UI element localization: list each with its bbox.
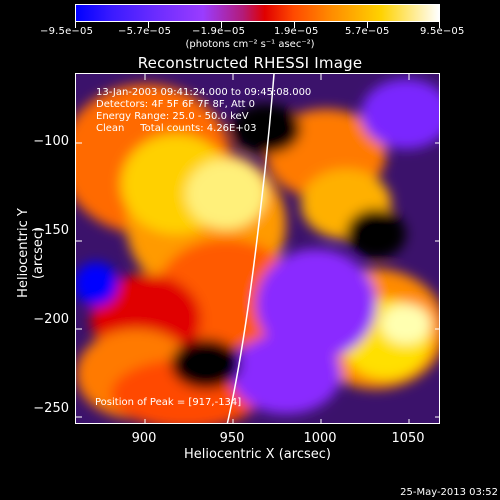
- colorbar-tick-label: −1.9e−05: [192, 26, 246, 37]
- colorbar-ticks: [75, 22, 440, 28]
- colorbar-tick-label: 5.7e−05: [345, 26, 390, 37]
- rhessi-image-plot: [75, 73, 440, 424]
- peak-position-text: Position of Peak = [917,-134]: [95, 397, 242, 408]
- y-tick-label: −250: [33, 401, 69, 416]
- annotation-line-clean: Clean Total counts: 4.26E+03: [96, 123, 257, 134]
- plot-title: Reconstructed RHESSI Image: [137, 54, 363, 72]
- render-timestamp: 25-May-2013 03:52: [400, 487, 498, 498]
- x-tick-label: 1000: [303, 431, 337, 446]
- y-tick-label: −200: [33, 312, 69, 327]
- observation-annotation: 13-Jan-2003 09:41:24.000 to 09:45:08.000…: [96, 87, 426, 135]
- x-axis-label: Heliocentric X (arcsec): [184, 447, 331, 462]
- colorbar-tick: [75, 22, 76, 28]
- rhessi-image: [76, 74, 439, 423]
- colorbar-tick: [294, 22, 295, 28]
- x-tick-label: 950: [219, 431, 245, 446]
- colorbar-tick: [439, 22, 440, 28]
- annotation-line-time: 13-Jan-2003 09:41:24.000 to 09:45:08.000: [96, 87, 312, 98]
- y-tick-label: −150: [33, 223, 69, 238]
- annotation-line-energy: Energy Range: 25.0 - 50.0 keV: [96, 111, 249, 122]
- colorbar-tick: [221, 22, 222, 28]
- colorbar-tick: [367, 22, 368, 28]
- image-blobs: [76, 79, 439, 423]
- solar-limb-line: [226, 74, 275, 423]
- y-axis-label: Heliocentric Y (arcsec): [16, 208, 46, 298]
- colorbar-tick: [148, 22, 149, 28]
- x-tick-label: 1050: [391, 431, 425, 446]
- colorbar-tick-label: −9.5e−05: [40, 26, 94, 37]
- frame-ticks: [76, 74, 439, 423]
- colorbar-gradient: [76, 5, 439, 21]
- y-tick-label: −100: [33, 134, 69, 149]
- x-tick-label: 900: [131, 431, 157, 446]
- colorbar-units: (photons cm⁻² s⁻¹ asec⁻²): [185, 39, 315, 50]
- colorbar: [75, 4, 440, 22]
- annotation-line-detectors: Detectors: 4F 5F 6F 7F 8F, Att 0: [96, 99, 256, 110]
- colorbar-tick-label: 1.9e−05: [274, 26, 319, 37]
- colorbar-tick-label: 9.5e−05: [420, 26, 465, 37]
- colorbar-tick-label: −5.7e−05: [118, 26, 172, 37]
- colorbar-tick-labels: −9.5e−05 −5.7e−05 −1.9e−05 1.9e−05 5.7e−…: [40, 26, 480, 42]
